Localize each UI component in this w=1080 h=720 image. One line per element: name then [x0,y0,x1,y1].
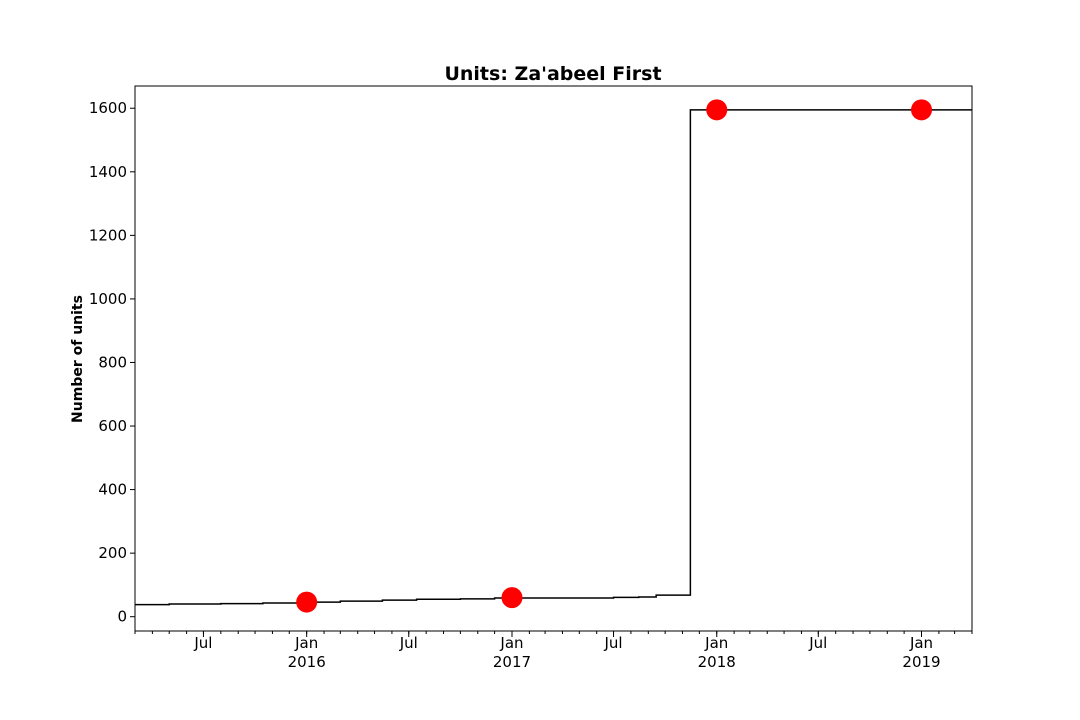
x-tick-year-label: 2016 [288,653,326,671]
x-tick-label: Jul [808,634,827,652]
x-tick-label: Jul [603,634,622,652]
y-tick-label: 1200 [89,226,127,244]
data-point-marker [501,587,523,609]
chart-title: Units: Za'abeel First [444,63,661,85]
x-tick-year-label: 2017 [493,653,531,671]
y-tick-label: 800 [98,353,127,371]
y-tick-label: 200 [98,544,127,562]
y-tick-label: 1000 [89,290,127,308]
plot-frame [134,85,973,632]
x-tick-year-label: 2018 [698,653,736,671]
x-tick-label: Jan [499,634,523,652]
data-point-marker [911,99,933,121]
x-tick-label: Jan [294,634,318,652]
y-tick-label: 1600 [89,99,127,117]
units-step-line [135,109,972,606]
x-tick-year-label: 2019 [902,653,940,671]
data-point-marker [296,591,318,613]
y-tick-label: 600 [98,417,127,435]
x-tick-label: Jul [193,634,212,652]
x-tick-label: Jan [909,634,933,652]
y-tick-label: 0 [117,608,127,626]
y-axis-label: Number of units [70,295,86,423]
x-tick-label: Jan [704,634,728,652]
y-tick-label: 400 [98,481,127,499]
x-tick-label: Jul [399,634,418,652]
data-point-marker [706,99,728,121]
y-tick-label: 1400 [89,163,127,181]
